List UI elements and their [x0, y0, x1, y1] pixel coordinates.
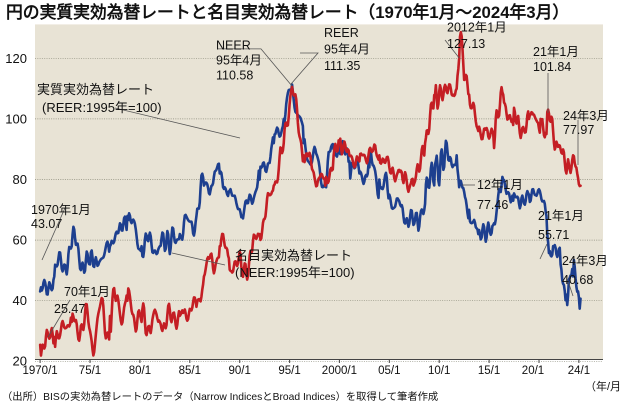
svg-text:24年3月: 24年3月 — [562, 254, 608, 268]
svg-text:(REER:1995年=100): (REER:1995年=100) — [42, 100, 162, 115]
svg-text:110.58: 110.58 — [216, 68, 253, 82]
svg-text:85/1: 85/1 — [179, 365, 201, 377]
svg-text:20/1: 20/1 — [522, 365, 544, 377]
svg-text:77.97: 77.97 — [563, 123, 594, 137]
svg-text:24年3月: 24年3月 — [563, 109, 609, 123]
svg-text:40.68: 40.68 — [562, 273, 593, 287]
svg-text:80/1: 80/1 — [129, 365, 151, 377]
svg-text:1970/1: 1970/1 — [23, 365, 58, 377]
svg-text:（出所）BISの実効為替レートのデータ（Narrow Ind: （出所）BISの実効為替レートのデータ（Narrow IndicesとBroad… — [2, 390, 438, 403]
svg-text:REER: REER — [324, 26, 359, 40]
svg-text:21年1月: 21年1月 — [533, 45, 579, 59]
svg-text:名目実効為替レート: 名目実効為替レート — [235, 248, 352, 263]
svg-text:2012年1月: 2012年1月 — [447, 21, 507, 35]
svg-text:21年1月: 21年1月 — [538, 209, 584, 223]
svg-text:75/1: 75/1 — [79, 365, 101, 377]
svg-text:60: 60 — [13, 233, 27, 248]
svg-text:15/1: 15/1 — [478, 365, 500, 377]
svg-text:101.84: 101.84 — [533, 60, 571, 74]
svg-text:111.35: 111.35 — [324, 59, 360, 73]
svg-text:24/1: 24/1 — [568, 365, 590, 377]
svg-text:12年1月: 12年1月 — [477, 178, 523, 192]
svg-text:05/1: 05/1 — [378, 365, 400, 377]
svg-text:40: 40 — [13, 293, 27, 308]
svg-text:25.47: 25.47 — [54, 302, 85, 316]
svg-text:10/1: 10/1 — [428, 365, 450, 377]
svg-text:43.07: 43.07 — [31, 217, 62, 231]
svg-text:（年/月）: （年/月） — [585, 379, 620, 393]
svg-text:実質実効為替レート: 実質実効為替レート — [37, 82, 154, 97]
svg-text:77.46: 77.46 — [477, 198, 508, 212]
svg-text:70年1月: 70年1月 — [64, 285, 110, 299]
svg-text:80: 80 — [13, 172, 27, 187]
svg-text:(NEER:1995年=100): (NEER:1995年=100) — [235, 265, 355, 280]
svg-text:55.71: 55.71 — [538, 228, 569, 242]
svg-text:95/1: 95/1 — [278, 365, 300, 377]
svg-text:95年4月: 95年4月 — [216, 53, 262, 67]
svg-text:100: 100 — [5, 112, 27, 127]
svg-text:90/1: 90/1 — [229, 365, 251, 377]
svg-text:2000/1: 2000/1 — [322, 365, 357, 377]
svg-text:1970年1月: 1970年1月 — [31, 203, 91, 217]
svg-text:95年4月: 95年4月 — [324, 43, 370, 57]
svg-text:120: 120 — [5, 51, 27, 66]
svg-text:NEER: NEER — [216, 39, 251, 53]
svg-text:127.13: 127.13 — [447, 37, 485, 51]
